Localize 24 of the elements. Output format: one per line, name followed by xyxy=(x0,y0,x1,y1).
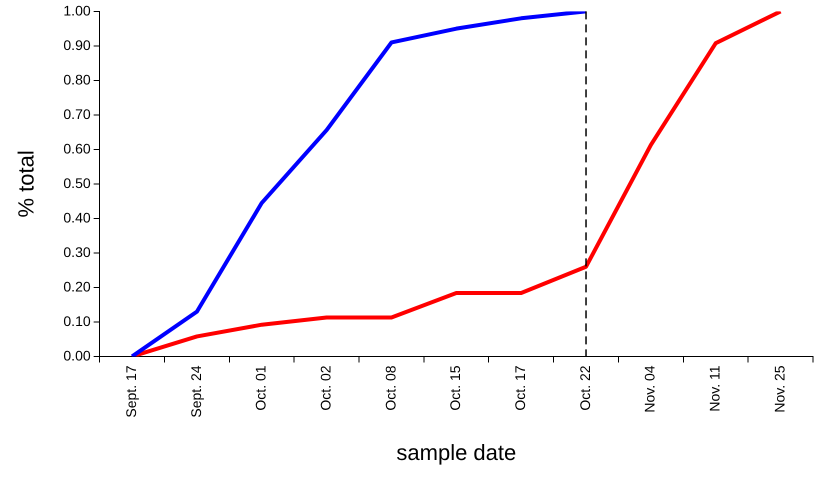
y-tick-label: 0.80 xyxy=(63,71,91,88)
x-tick-label: Oct. 15 xyxy=(447,365,464,411)
x-tick-label: Nov. 11 xyxy=(706,365,723,412)
x-tick-label: Oct. 02 xyxy=(317,365,334,411)
x-tick-label: Oct. 22 xyxy=(576,365,593,411)
y-tick-label: 0.00 xyxy=(63,347,91,364)
x-tick-label: Sept. 17 xyxy=(122,365,139,418)
y-tick-label: 0.70 xyxy=(63,106,91,122)
x-tick-label: Oct. 01 xyxy=(252,365,269,411)
x-tick-label: Oct. 08 xyxy=(382,365,398,411)
y-axis-title: % total xyxy=(13,150,38,218)
y-tick-label: 1.00 xyxy=(63,2,91,18)
x-tick-label: Nov. 25 xyxy=(771,365,788,413)
x-tick-label: Nov. 04 xyxy=(642,365,658,413)
y-tick-label: 0.30 xyxy=(63,244,91,260)
y-tick-label: 0.90 xyxy=(63,36,91,53)
y-tick-label: 0.40 xyxy=(63,209,91,226)
y-tick-label: 0.20 xyxy=(63,278,91,294)
y-tick-label: 0.60 xyxy=(63,140,91,156)
y-tick-label: 0.50 xyxy=(63,174,91,191)
x-tick-label: Oct. 17 xyxy=(512,365,528,411)
x-tick-label: Sept. 24 xyxy=(188,365,204,418)
x-axis-title: sample date xyxy=(396,440,516,465)
y-tick-label: 0.10 xyxy=(63,312,91,329)
